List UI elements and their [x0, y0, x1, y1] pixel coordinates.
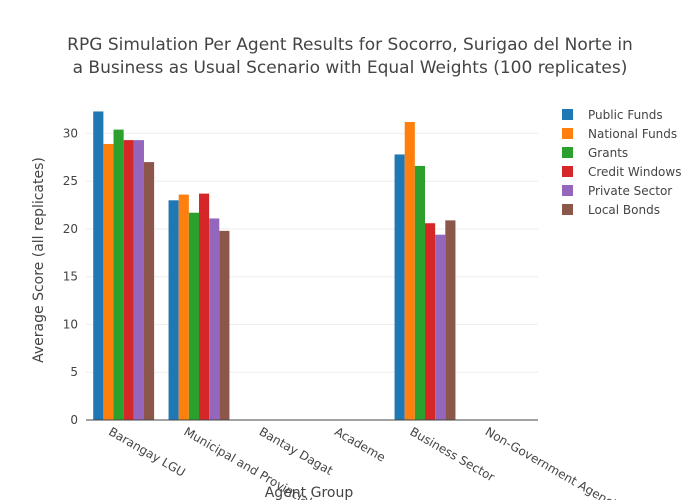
- bar[interactable]: [445, 220, 456, 420]
- legend-label: Public Funds: [588, 108, 663, 122]
- legend-item[interactable]: Grants: [562, 146, 628, 160]
- grid-lines: [86, 132, 538, 373]
- legend-swatch: [562, 128, 573, 139]
- y-axis-title: Average Score (all replicates): [31, 157, 47, 363]
- legend-swatch: [562, 204, 573, 215]
- bar[interactable]: [123, 140, 134, 420]
- legend-swatch: [562, 109, 573, 120]
- y-tick-label: 15: [63, 270, 78, 284]
- chart-title-line-1: RPG Simulation Per Agent Results for Soc…: [67, 35, 633, 55]
- bar[interactable]: [414, 165, 425, 420]
- bar[interactable]: [178, 194, 189, 420]
- legend-label: Credit Windows: [588, 165, 681, 179]
- legend-item[interactable]: Local Bonds: [562, 203, 660, 217]
- legend-swatch: [562, 147, 573, 158]
- bar[interactable]: [143, 162, 155, 420]
- legend-swatch: [562, 185, 573, 196]
- bar[interactable]: [219, 230, 230, 420]
- y-tick-label: 25: [63, 174, 78, 188]
- bar[interactable]: [188, 212, 199, 420]
- legend-label: Grants: [588, 146, 628, 160]
- y-tick-label: 30: [63, 126, 78, 140]
- y-tick-label: 10: [63, 317, 78, 331]
- bar[interactable]: [425, 223, 436, 420]
- bar[interactable]: [103, 143, 114, 420]
- x-axis-title: Agent Group: [265, 485, 354, 500]
- bar[interactable]: [209, 218, 220, 420]
- legend-item[interactable]: Private Sector: [562, 184, 672, 198]
- legend-item[interactable]: Public Funds: [562, 108, 663, 122]
- y-tick-label: 0: [70, 413, 78, 427]
- y-tick-labels: 0 5 10 15 20 25 30: [63, 126, 78, 427]
- legend-label: National Funds: [588, 127, 677, 141]
- bars[interactable]: [93, 111, 456, 421]
- bar[interactable]: [199, 193, 210, 420]
- legend[interactable]: Public Funds National Funds Grants Credit W…: [562, 108, 681, 217]
- bar[interactable]: [404, 121, 415, 420]
- chart-title-line-2: a Business as Usual Scenario with Equal …: [73, 58, 628, 78]
- legend-label: Private Sector: [588, 184, 672, 198]
- bar[interactable]: [93, 111, 104, 421]
- y-tick-label: 5: [70, 365, 78, 379]
- legend-swatch: [562, 166, 573, 177]
- legend-label: Local Bonds: [588, 203, 660, 217]
- bar[interactable]: [435, 234, 446, 420]
- legend-item[interactable]: National Funds: [562, 127, 677, 141]
- bar[interactable]: [394, 154, 405, 420]
- bar[interactable]: [133, 140, 144, 420]
- legend-item[interactable]: Credit Windows: [562, 165, 681, 179]
- bar[interactable]: [113, 129, 124, 421]
- bar[interactable]: [168, 200, 179, 420]
- y-tick-label: 20: [63, 222, 78, 236]
